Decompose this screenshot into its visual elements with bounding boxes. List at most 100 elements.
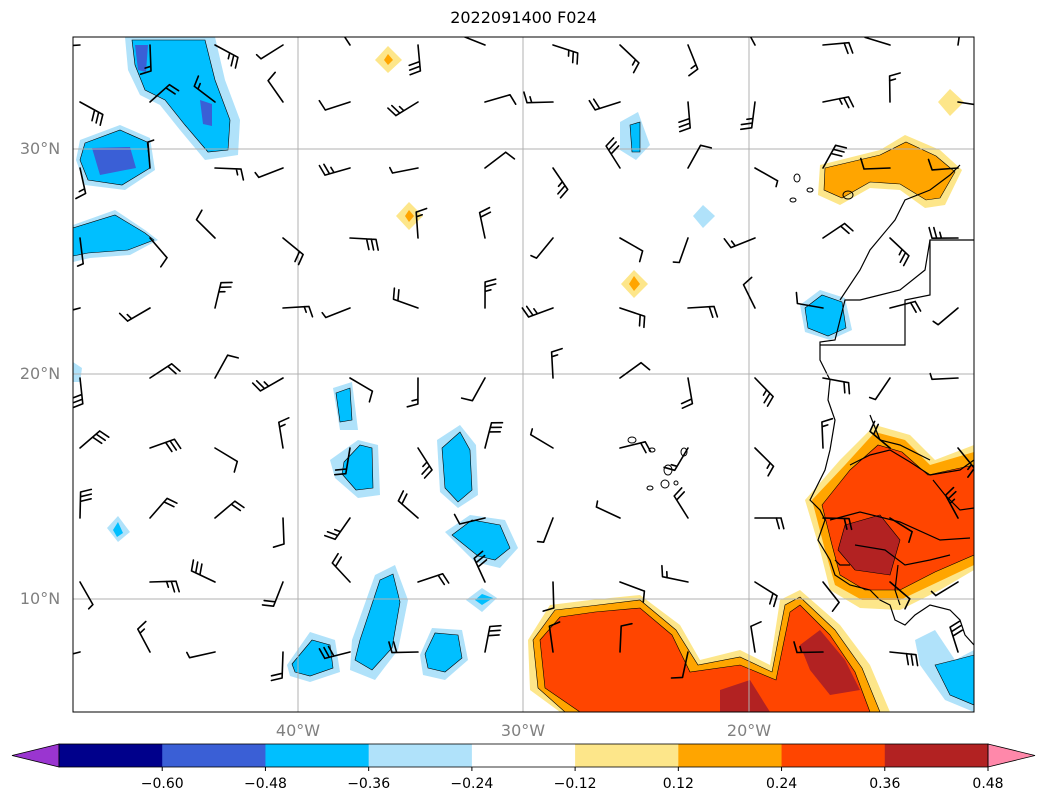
wind-barb: [754, 447, 775, 477]
wind-barb: [267, 71, 284, 103]
wind-barb: [957, 37, 960, 46]
colorbar-swatch: [265, 744, 370, 767]
lon-label-30w: 30°W: [501, 721, 545, 740]
wind-barb: [889, 517, 913, 543]
wind-barb: [542, 581, 555, 612]
colorbar-swatch: [162, 744, 266, 767]
wind-barb: [944, 486, 959, 519]
wind-barb: [149, 83, 180, 103]
wind-barb: [388, 641, 419, 654]
map-frame: [72, 36, 975, 713]
wind-barb: [619, 361, 651, 379]
wind-barb: [149, 237, 168, 268]
wind-barb: [318, 163, 351, 176]
wind-barb: [484, 421, 504, 449]
colorbar-swatch: [575, 744, 679, 767]
wind-barb: [186, 651, 216, 659]
wind-barb: [261, 581, 284, 607]
wind-barb: [868, 377, 891, 401]
wind-barb: [687, 44, 699, 77]
colorbar-extend-low: [11, 743, 60, 768]
wind-barb: [214, 281, 233, 309]
lat-label-20n: 20°N: [20, 364, 60, 383]
wind-barb: [687, 144, 713, 169]
wind-barb: [523, 91, 554, 104]
wind-barb: [190, 559, 216, 583]
wind-barb: [536, 517, 554, 543]
wind-barb: [193, 75, 216, 103]
wind-barb: [754, 167, 779, 188]
wind-barb: [118, 307, 151, 322]
wind-barb: [595, 500, 621, 519]
wind-barb: [680, 377, 694, 409]
wind-barb: [619, 237, 644, 263]
wind-barb: [795, 291, 824, 309]
wind-barb: [389, 166, 419, 174]
wind-barb: [417, 447, 433, 479]
wind-barb: [334, 447, 351, 476]
wind-barb: [73, 44, 81, 47]
wind-barb: [822, 144, 848, 169]
wind-barb: [484, 278, 497, 309]
wind-barb: [619, 622, 633, 653]
wind-barb: [460, 377, 486, 402]
wind-barb: [417, 573, 450, 586]
wind-barb: [619, 44, 640, 74]
wind-barb: [957, 447, 974, 478]
wind-barbs: [73, 37, 974, 682]
colorbar-tick-label: 0.48: [972, 776, 1003, 792]
wind-barb: [478, 206, 492, 239]
wind-barb: [740, 101, 756, 131]
wind-barb: [397, 490, 419, 519]
wind-barb: [214, 447, 239, 473]
lat-label-10n: 10°N: [20, 589, 60, 608]
wind-barb: [214, 354, 239, 379]
coastlines: [809, 164, 974, 646]
wind-barb: [214, 44, 239, 69]
wind-barb: [619, 441, 652, 454]
wind-barb: [889, 300, 922, 313]
wind-barb: [75, 167, 87, 200]
colorbar-swatch: [884, 744, 989, 767]
wind-barb: [324, 517, 351, 541]
wind-barb: [932, 307, 959, 326]
wind-barb: [661, 564, 689, 583]
wind-barb: [754, 581, 778, 608]
wind-barb: [331, 552, 351, 583]
negative-anomaly-regions: [73, 37, 974, 712]
wind-barb: [530, 237, 554, 259]
wind-barb: [864, 37, 891, 46]
wind-barb: [889, 237, 910, 267]
wind-barb: [949, 620, 963, 653]
colorbar-tick-label: 0.12: [663, 776, 694, 792]
wind-barb: [663, 447, 689, 472]
wind-barb: [255, 44, 284, 60]
wind-barb: [723, 237, 756, 249]
wind-barb: [408, 44, 422, 76]
figure-title: 2022091400 F024: [450, 8, 597, 27]
wind-barb: [473, 550, 488, 583]
wind-barb: [869, 420, 891, 449]
wind-barb: [214, 500, 245, 519]
wind-barb: [270, 651, 284, 682]
wind-barb: [928, 226, 959, 239]
wind-barb: [822, 581, 840, 612]
colorbar-tick-label: −0.12: [554, 776, 597, 792]
wind-barb: [272, 517, 285, 548]
colorbar-tick-label: 0.24: [766, 776, 797, 792]
colorbar-frame: [58, 743, 989, 768]
graticule: [73, 37, 974, 712]
wind-barb: [822, 222, 854, 239]
wind-barb: [318, 99, 351, 111]
wind-barb: [529, 428, 554, 449]
wind-barb: [793, 641, 824, 654]
wind-barb: [73, 377, 84, 409]
wind-barb: [254, 167, 284, 179]
wind-barb: [343, 37, 351, 46]
wind-barb: [73, 651, 81, 655]
wind-barb: [484, 151, 516, 169]
colorbar-tick-label: −0.36: [347, 776, 390, 792]
colorbar-swatch: [471, 744, 576, 767]
wind-barb: [415, 207, 428, 239]
